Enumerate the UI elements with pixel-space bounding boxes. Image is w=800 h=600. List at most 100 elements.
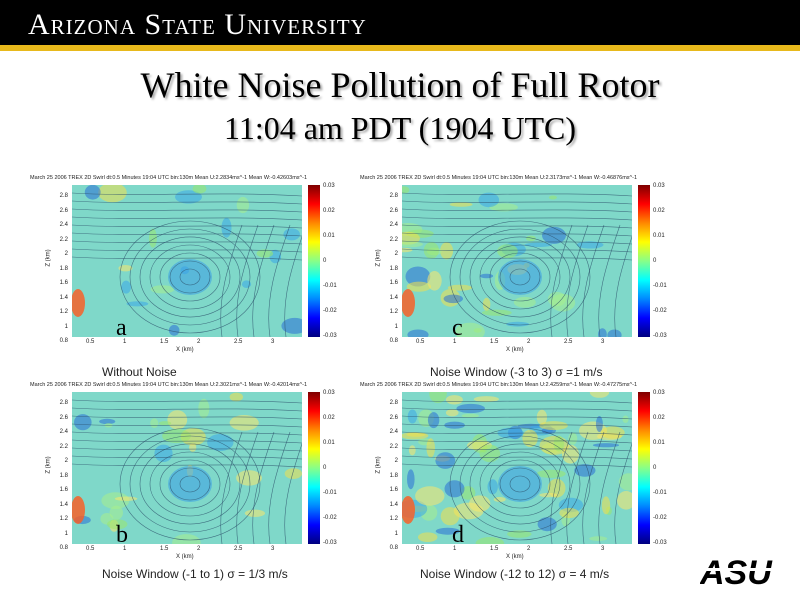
y-axis-tick: 0.8 [59, 545, 68, 551]
velocity-field-plot [402, 392, 632, 544]
asu-logo-icon: ASU [700, 554, 780, 588]
y-axis-tick: 2.4 [389, 429, 398, 435]
y-axis-tick: 1.8 [59, 265, 68, 272]
colorbar-tick: 0 [653, 465, 657, 471]
slide-title: White Noise Pollution of Full Rotor [140, 65, 660, 105]
slide-subtitle: 11:04 am PDT (1904 UTC) [224, 110, 576, 146]
panel-letter: d [452, 522, 464, 548]
y-axis-tick: 2 [64, 251, 68, 257]
plot-panel-b: March 25 2006 TREX 2D Swirl dt:0.5 Minut… [30, 382, 337, 572]
colorbar [308, 392, 320, 544]
y-axis-tick: 2.6 [59, 207, 68, 214]
y-axis-tick: 1.8 [389, 472, 398, 479]
y-axis-tick: 2 [394, 251, 398, 257]
x-axis-label: X (km) [506, 554, 524, 560]
colorbar-tick: -0.02 [323, 308, 337, 314]
x-axis-tick: 0.5 [86, 339, 95, 345]
y-axis-tick: 0.8 [59, 338, 68, 344]
y-axis-tick: 1 [394, 530, 398, 537]
x-axis-tick: 2 [527, 546, 531, 552]
colorbar-tick: -0.01 [323, 283, 337, 289]
x-axis-tick: 2.5 [234, 339, 243, 345]
y-axis-tick: 1.6 [59, 280, 68, 286]
y-axis-tick: 1.4 [389, 501, 398, 508]
x-axis-tick: 0.5 [86, 546, 95, 552]
x-axis-tick: 2.5 [564, 546, 573, 552]
colorbar-tick: 0.02 [653, 415, 665, 421]
plot-header-text: March 25 2006 TREX 2D Swirl dt:0.5 Minut… [30, 175, 308, 181]
colorbar [638, 185, 650, 337]
header-gold-bar [0, 45, 800, 51]
x-axis-tick: 2 [197, 546, 201, 552]
y-axis-tick: 1.2 [389, 309, 398, 315]
y-axis-tick: 1.4 [389, 294, 398, 301]
colorbar-tick: 0.01 [653, 233, 665, 239]
y-axis-tick: 1 [64, 323, 68, 330]
y-axis-tick: 1.6 [389, 280, 398, 286]
colorbar-tick: -0.02 [653, 515, 667, 521]
x-axis-tick: 1 [123, 339, 127, 345]
y-axis-tick: 2.6 [389, 414, 398, 421]
x-axis-label: X (km) [176, 554, 194, 560]
x-axis-label: X (km) [176, 347, 194, 353]
colorbar-tick: 0 [323, 465, 327, 471]
colorbar-tick: -0.03 [653, 540, 667, 546]
plot-header-text: March 25 2006 TREX 2D Swirl dt:0.5 Minut… [30, 382, 308, 388]
panel-caption-b: Noise Window (-1 to 1) σ = 1/3 m/s [102, 567, 288, 581]
x-axis-tick: 2.5 [564, 339, 573, 345]
y-axis-tick: 2 [64, 458, 68, 464]
y-axis-label: Z (km) [45, 456, 52, 474]
y-axis-tick: 2.6 [59, 414, 68, 421]
colorbar-tick: 0 [323, 258, 327, 264]
y-axis-tick: 2.2 [389, 443, 398, 450]
plot-header-text: March 25 2006 TREX 2D Swirl dt:0.5 Minut… [360, 175, 638, 181]
slide-header: Arizona State University [0, 0, 800, 45]
panel-caption-a: Without Noise [102, 365, 177, 379]
panel-caption-c: Noise Window (-3 to 3) σ =1 m/s [430, 365, 603, 379]
x-axis-tick: 3 [271, 546, 275, 552]
y-axis-tick: 1.6 [59, 487, 68, 493]
velocity-field-plot [72, 185, 302, 337]
x-axis-tick: 1.5 [490, 546, 499, 552]
x-axis-tick: 3 [271, 339, 275, 345]
colorbar-tick: 0.03 [653, 183, 665, 189]
colorbar-tick: 0.01 [323, 233, 335, 239]
y-axis-label: Z (km) [45, 249, 52, 267]
y-axis-tick: 2.2 [59, 236, 68, 243]
colorbar-tick: 0.01 [653, 440, 665, 446]
colorbar [638, 392, 650, 544]
x-axis-tick: 1.5 [490, 339, 499, 345]
y-axis-label: Z (km) [375, 249, 382, 267]
x-axis-tick: 1 [453, 546, 457, 552]
y-axis-tick: 0.8 [389, 338, 398, 344]
y-axis-tick: 2.4 [59, 429, 68, 435]
x-axis-tick: 2 [197, 339, 201, 345]
y-axis-label: Z (km) [375, 456, 382, 474]
panel-letter: a [116, 315, 127, 341]
y-axis-tick: 1.4 [59, 294, 68, 301]
y-axis-tick: 2.8 [389, 400, 398, 406]
colorbar-tick: -0.03 [323, 540, 337, 546]
y-axis-tick: 1.2 [389, 516, 398, 522]
y-axis-tick: 2 [394, 458, 398, 464]
colorbar-tick: 0.02 [653, 208, 665, 214]
y-axis-tick: 1 [394, 323, 398, 330]
plot-panel-d: March 25 2006 TREX 2D Swirl dt:0.5 Minut… [360, 382, 667, 572]
colorbar-tick: 0.03 [323, 183, 335, 189]
colorbar-tick: -0.01 [653, 490, 667, 496]
university-name: Arizona State University [28, 8, 367, 41]
colorbar-tick: 0.01 [323, 440, 335, 446]
y-axis-tick: 2.2 [59, 443, 68, 450]
x-axis-tick: 2.5 [234, 546, 243, 552]
colorbar-tick: 0.03 [323, 390, 335, 396]
colorbar-tick: -0.02 [653, 308, 667, 314]
colorbar-tick: -0.02 [323, 515, 337, 521]
y-axis-tick: 2.2 [389, 236, 398, 243]
x-axis-label: X (km) [506, 347, 524, 353]
x-axis-tick: 3 [601, 546, 605, 552]
x-axis-tick: 1.5 [160, 546, 169, 552]
y-axis-tick: 2.8 [59, 400, 68, 406]
colorbar-tick: -0.01 [653, 283, 667, 289]
panel-letter: b [116, 522, 128, 548]
y-axis-tick: 1.8 [389, 265, 398, 272]
